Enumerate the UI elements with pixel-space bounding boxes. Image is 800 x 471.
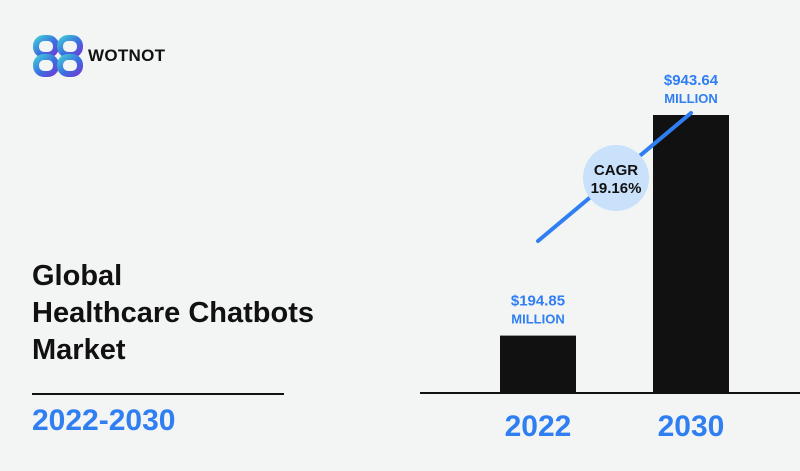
title-line-3: Market [32, 334, 126, 366]
cagr-value: 19.16% [591, 180, 642, 197]
cagr-bubble [583, 145, 649, 211]
chart-title: Global Healthcare Chatbots Market [32, 258, 372, 369]
brand-logo: WOTNOT [32, 34, 165, 78]
title-line-1: Global [32, 260, 123, 292]
value-label-2022: $194.85 [511, 293, 565, 310]
bar-2022 [500, 335, 576, 393]
value-unit-2030: MILLION [664, 91, 717, 106]
value-label-2030: $943.64 [664, 72, 719, 89]
year-range: 2022-2030 [32, 404, 176, 437]
brand-name: WOTNOT [88, 46, 166, 65]
value-unit-2022: MILLION [511, 312, 564, 327]
title-divider [32, 393, 284, 395]
bar-2030 [653, 115, 729, 393]
tick-label-2030: 2030 [658, 410, 725, 443]
tick-label-2022: 2022 [505, 410, 572, 443]
title-line-2: Healthcare Chatbots [32, 297, 315, 329]
wotnot-logo-icon [33, 35, 83, 77]
cagr-label: CAGR [594, 162, 638, 179]
